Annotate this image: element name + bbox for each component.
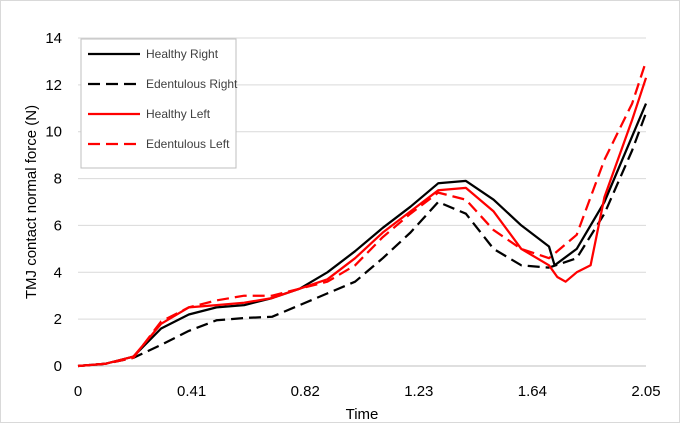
- y-tick-label: 8: [54, 171, 62, 188]
- series-line: [77, 61, 648, 368]
- legend-label: Healthy Right: [146, 47, 219, 61]
- series-line: [77, 112, 648, 368]
- y-tick-label: 6: [54, 217, 62, 234]
- legend-box: [80, 38, 237, 169]
- y-tick-label: 14: [45, 30, 62, 47]
- x-tick-label: 1.64: [518, 383, 547, 400]
- x-tick-label: 0.41: [177, 383, 206, 400]
- x-tick-label: 1.23: [404, 383, 433, 400]
- y-tick-label: 12: [45, 77, 62, 94]
- y-tick-label: 4: [54, 264, 62, 281]
- series-line: [77, 103, 648, 368]
- y-tick-label: 0: [54, 358, 62, 375]
- y-tick-label: 2: [54, 311, 62, 328]
- y-axis-label: TMJ contact normal force (N): [23, 105, 40, 299]
- x-tick-label: 0: [74, 383, 82, 400]
- legend-label: Healthy Left: [146, 107, 211, 121]
- x-tick-label: 0.82: [291, 383, 320, 400]
- series-lines: [77, 61, 648, 368]
- y-tick-label: 10: [45, 124, 62, 141]
- x-axis-label: Time: [346, 406, 379, 423]
- tick-labels: 0 2 4 6 8 10 12 14 0 0.41 0.82 1.23 1.64 2.05: [45, 30, 660, 400]
- legend: Healthy Right Edentulous Right Healthy Lef…: [80, 38, 238, 169]
- legend-label: Edentulous Left: [146, 137, 230, 151]
- legend-label: Edentulous Right: [146, 77, 238, 91]
- x-tick-label: 2.05: [631, 383, 660, 400]
